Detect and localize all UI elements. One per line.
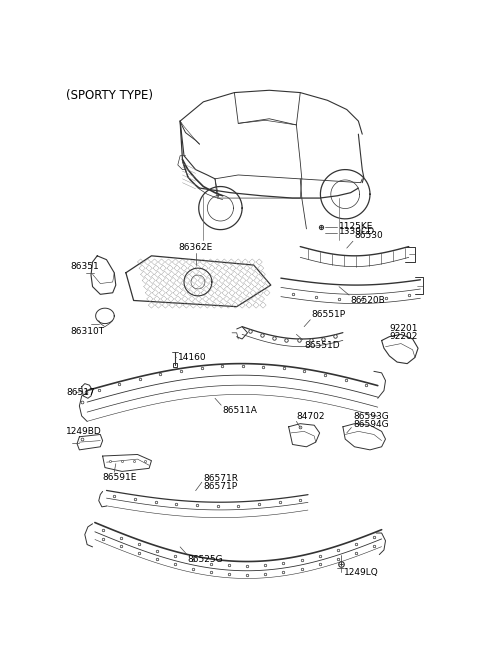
Text: 86591E: 86591E [103, 473, 137, 482]
Text: 86551P: 86551P [312, 310, 346, 319]
Text: 92202: 92202 [389, 331, 418, 340]
Text: 1339CD: 1339CD [339, 228, 375, 236]
Text: 84702: 84702 [296, 411, 325, 420]
Text: 86351: 86351 [71, 262, 100, 271]
Text: 86551D: 86551D [304, 340, 340, 350]
Text: 1249BD: 1249BD [66, 427, 102, 436]
Text: 86525G: 86525G [188, 554, 224, 564]
Text: 86520B: 86520B [350, 296, 385, 305]
Text: 86530: 86530 [355, 232, 383, 240]
Text: 1249LQ: 1249LQ [345, 569, 379, 577]
Text: 86511A: 86511A [223, 406, 258, 415]
Text: 14160: 14160 [178, 353, 206, 362]
Text: 1125KE: 1125KE [339, 222, 373, 231]
Text: 86310T: 86310T [71, 327, 105, 336]
Text: 86517: 86517 [66, 388, 95, 398]
Text: 86571R: 86571R [204, 474, 239, 483]
Text: 86571P: 86571P [204, 482, 238, 491]
Text: 86593G: 86593G [353, 413, 389, 421]
Text: (SPORTY TYPE): (SPORTY TYPE) [66, 89, 153, 102]
Text: 92201: 92201 [389, 324, 418, 333]
Text: 86594G: 86594G [353, 420, 389, 429]
Text: 86362E: 86362E [179, 243, 213, 252]
